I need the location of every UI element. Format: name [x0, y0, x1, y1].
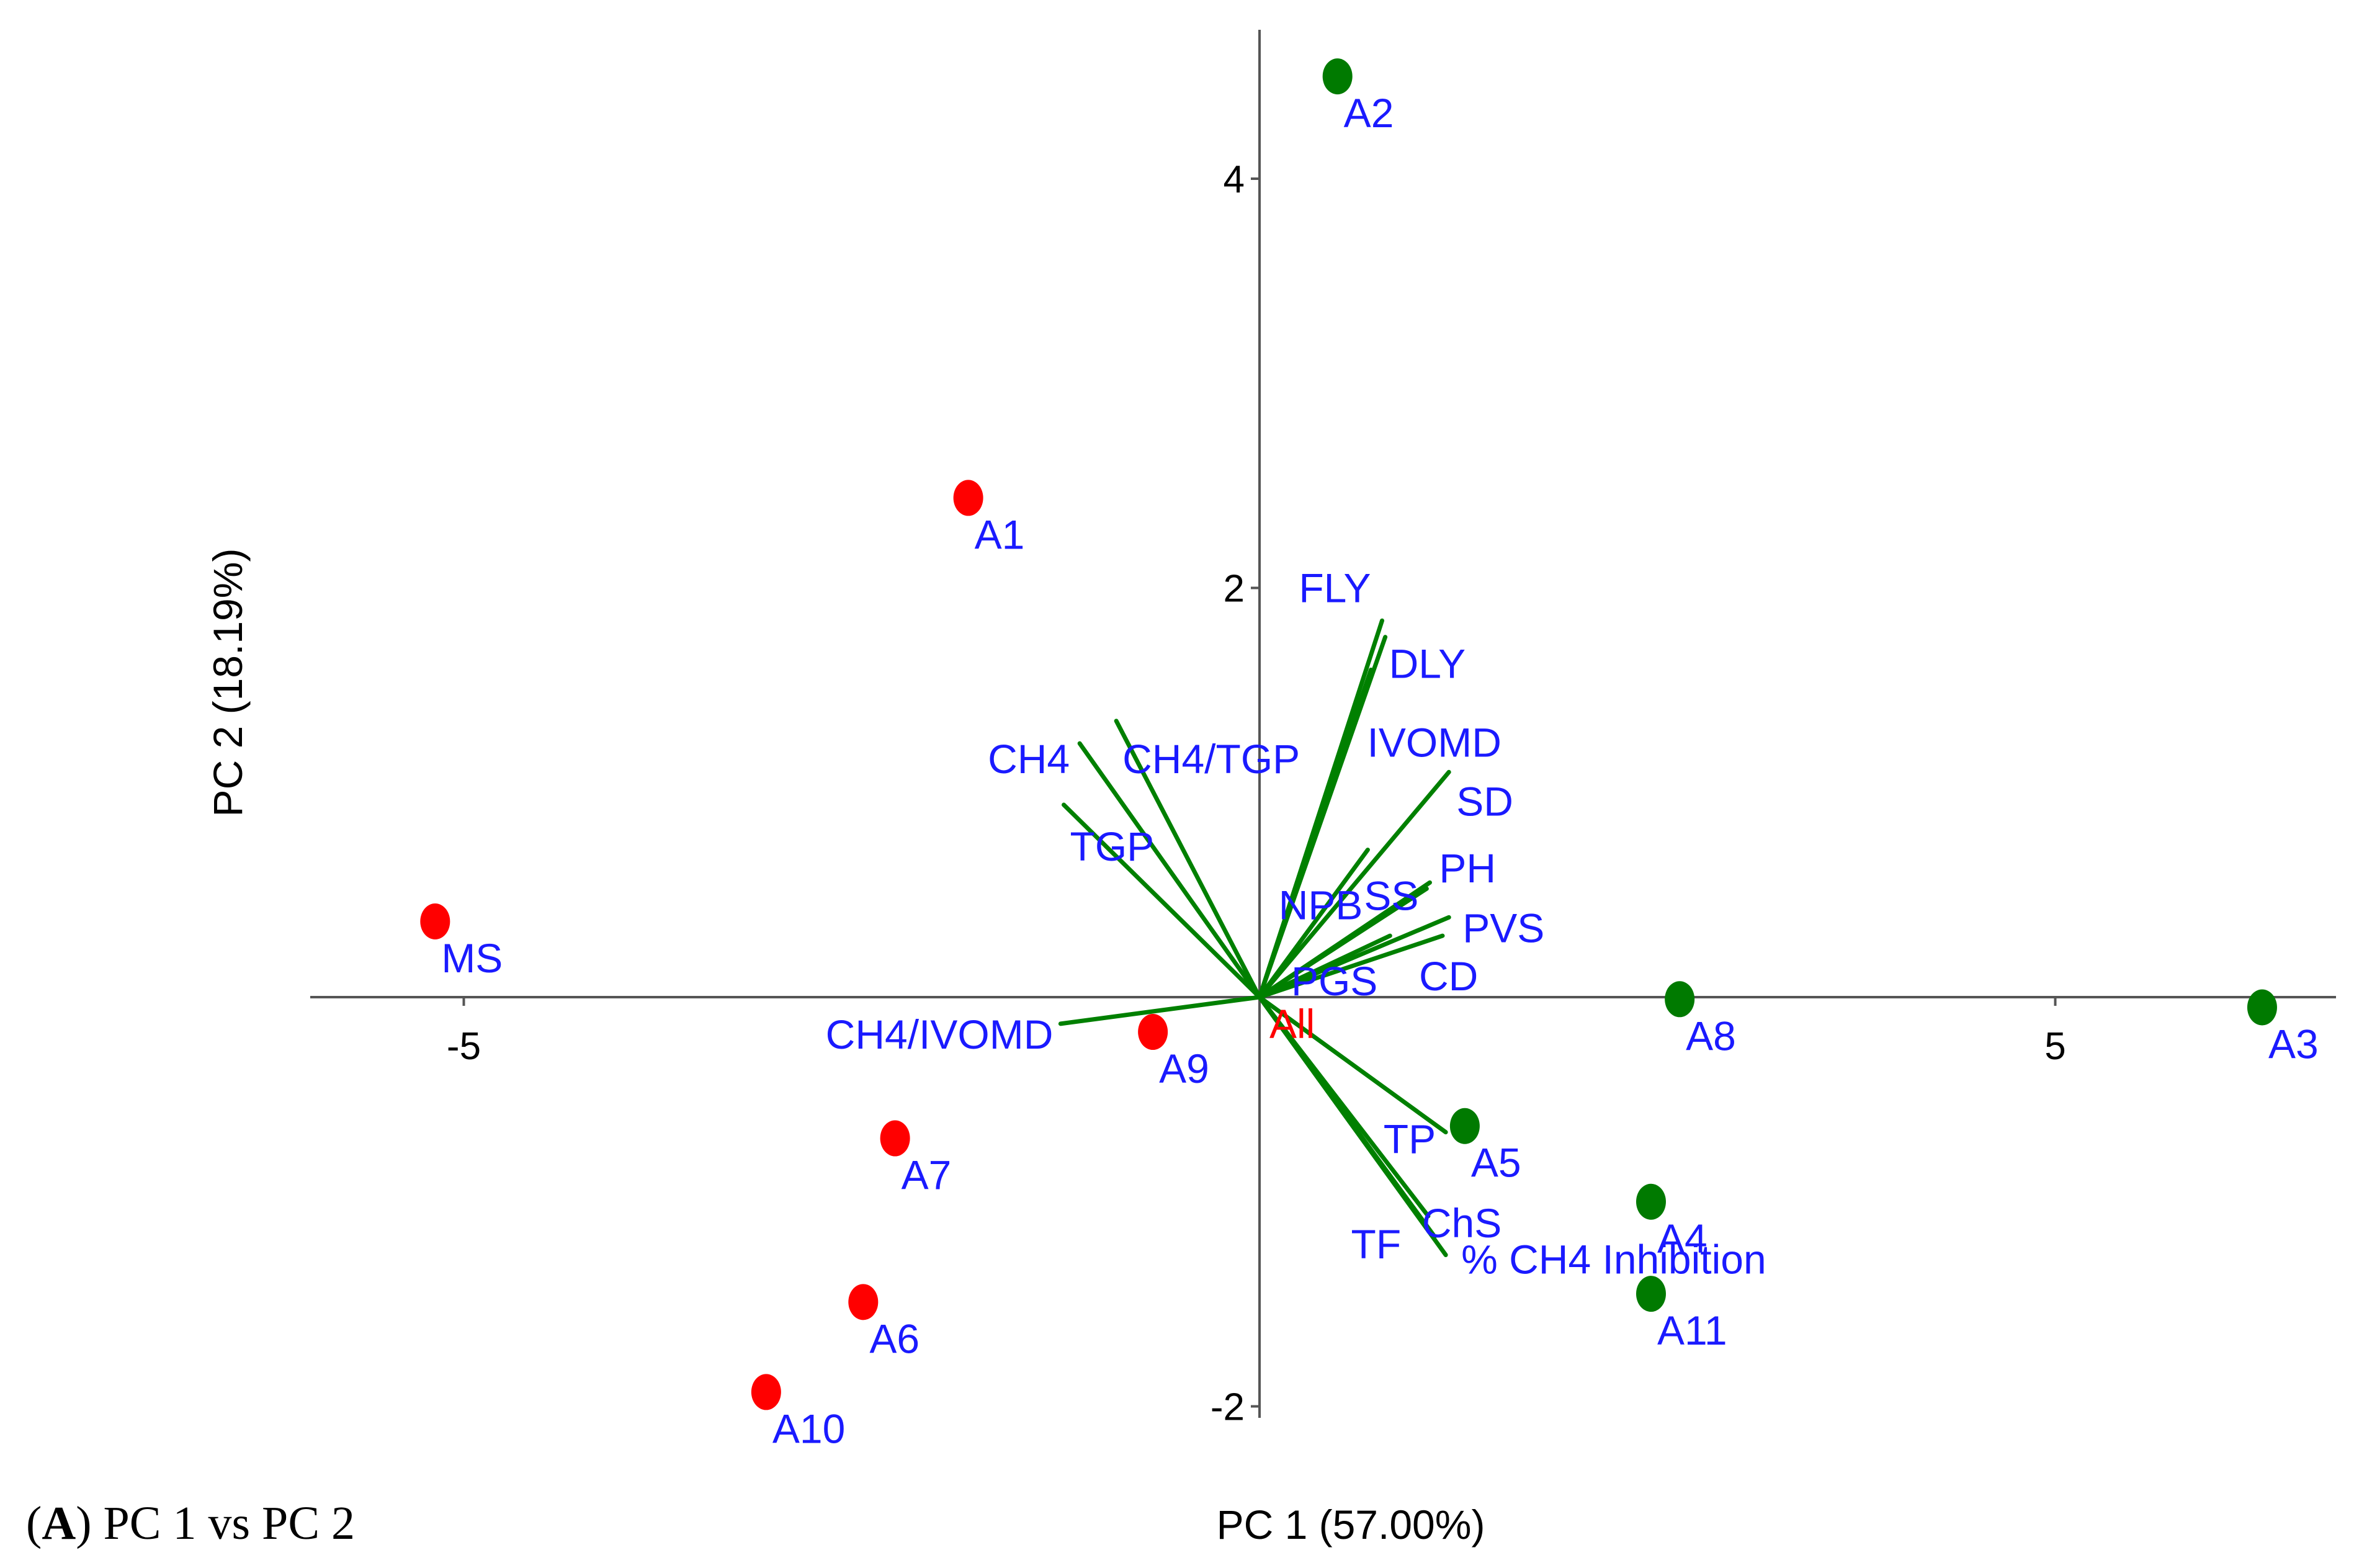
loading-vector: [1058, 995, 1262, 1026]
loading-vector: [1257, 667, 1374, 1000]
vector-label: FLY: [1299, 565, 1371, 611]
score-point: [1449, 1108, 1480, 1144]
point-label: A9: [1159, 1046, 1209, 1091]
score-point: [1138, 1014, 1168, 1051]
point-label: A1: [975, 511, 1025, 557]
vector-label: CH4: [988, 736, 1070, 782]
score-point: [953, 480, 983, 516]
loading-vector: [1257, 995, 1448, 1135]
vector-label: TP: [1384, 1116, 1436, 1162]
y-axis-title: PC 2 (18.19%): [205, 549, 251, 817]
point-label: A4: [1657, 1216, 1707, 1261]
loading-vector: [1257, 995, 1448, 1257]
point-label: A5: [1471, 1140, 1521, 1186]
point-label: MS: [441, 935, 503, 981]
vector-label: SD: [1456, 778, 1513, 824]
vector-label: PGS: [1291, 958, 1377, 1004]
loading-vector: [1257, 933, 1445, 1000]
vector-label: CH4/TGP: [1122, 736, 1300, 782]
y-tick-label: -2: [1211, 1386, 1245, 1429]
y-tick-label: 4: [1224, 158, 1245, 201]
origin-label: All: [1269, 1001, 1315, 1047]
score-point: [880, 1120, 910, 1157]
score-point: [420, 903, 450, 939]
point-label: A7: [902, 1152, 952, 1198]
vector-label: CD: [1419, 953, 1478, 999]
score-point: [1636, 1183, 1666, 1220]
x-tick-label: -5: [447, 1025, 481, 1068]
loading-vector: [1257, 848, 1370, 1000]
point-label: A6: [869, 1315, 920, 1361]
score-point: [1322, 58, 1353, 95]
point-label: A10: [772, 1405, 845, 1451]
x-axis-title: PC 1 (57.00%): [1217, 1502, 1485, 1548]
score-point: [751, 1374, 781, 1410]
loading-vector: [1257, 769, 1451, 1000]
point-label: A8: [1686, 1013, 1736, 1059]
figure-caption: (A) PC 1 vs PC 2: [26, 1497, 355, 1549]
vector-label: PH: [1439, 845, 1496, 891]
score-point: [848, 1284, 879, 1320]
y-tick-label: 2: [1224, 568, 1245, 611]
score-points: [420, 58, 2277, 1410]
vector-label: CH4/IVOMD: [826, 1011, 1054, 1057]
loading-vector: [1077, 741, 1262, 1000]
loading-vector: [1257, 886, 1429, 1000]
vector-label: PVS: [1462, 905, 1544, 951]
vector-label: TF: [1351, 1221, 1402, 1267]
caption-letter: A: [42, 1497, 76, 1549]
loading-vector: [1114, 719, 1262, 1000]
loading-vectors: [1058, 618, 1451, 1257]
point-label: A11: [1657, 1307, 1727, 1353]
x-tick-label: 5: [2044, 1025, 2065, 1068]
loading-vector: [1062, 802, 1262, 1000]
loading-vector: [1257, 933, 1392, 1000]
labels: FLY DLY IVOMD CH4 CH4/TGP TGP SD NPB SS PH PVS PGS C…: [441, 90, 2318, 1451]
point-label: A3: [2268, 1021, 2319, 1067]
score-point: [1665, 981, 1695, 1018]
vector-label: SS: [1364, 872, 1418, 918]
vector-label: NPB: [1279, 882, 1363, 928]
score-point: [2247, 989, 2277, 1026]
axes: -5 5 -2 2 4: [310, 30, 2336, 1429]
score-point: [1636, 1276, 1666, 1312]
vector-label: TGP: [1070, 823, 1155, 869]
vector-label: % CH4 Inhibition: [1461, 1236, 1766, 1282]
vector-label: IVOMD: [1367, 719, 1502, 765]
vector-label: DLY: [1389, 641, 1466, 687]
vector-label: ChS: [1422, 1200, 1502, 1246]
point-label: A2: [1344, 90, 1394, 136]
